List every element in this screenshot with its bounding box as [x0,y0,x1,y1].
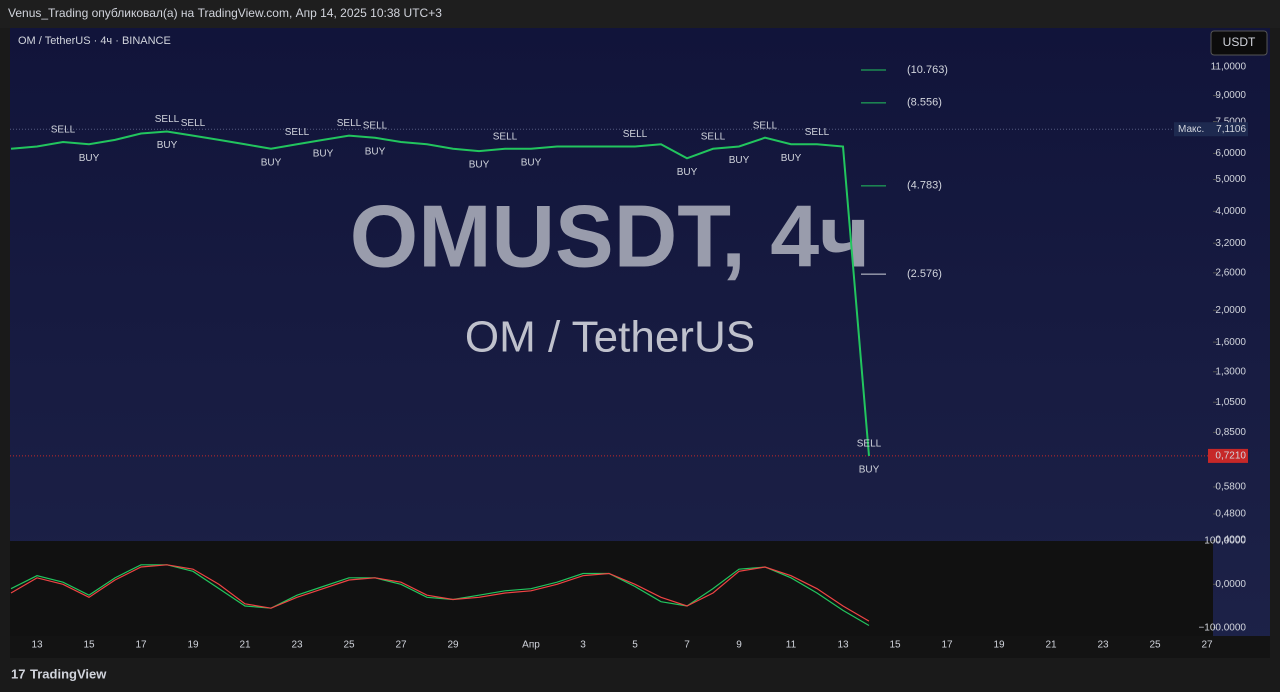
max-value: 7,1106 [1216,124,1246,135]
currency[interactable]: USDT [1223,35,1256,49]
x-tick-label: 23 [291,640,303,651]
signal-label: SELL [701,131,726,142]
x-tick-label: 3 [580,640,586,651]
logo: 17 [11,666,25,681]
y-tick-label: 0,4000 [1215,535,1246,546]
x-tick-label: 23 [1097,640,1109,651]
y-tick-label: 0,5800 [1215,482,1246,493]
x-tick-label: 27 [395,640,407,651]
signal-label: BUY [729,155,750,166]
header: Venus_Trading опубликовал(а) на TradingV… [8,6,442,20]
x-tick-label: 19 [187,640,199,651]
level-label: (2.576) [907,268,942,280]
y-tick-label: 100,0000 [1204,536,1246,547]
x-tick-label: 27 [1201,640,1213,651]
x-tick-label: 15 [889,640,901,651]
oscillator-panel [10,541,1213,636]
price-line [10,130,870,456]
signal-label: SELL [51,125,76,136]
signal-label: BUY [677,167,698,178]
y-tick-label: 4,0000 [1215,206,1246,217]
x-tick-label: Апр [522,640,540,651]
x-tick-label: 11 [786,640,797,651]
signal-label: BUY [157,140,178,151]
y-tick-label: 0,8500 [1215,427,1246,438]
x-tick-label: 19 [993,640,1005,651]
x-tick-label: 13 [837,640,849,651]
x-tick-label: 5 [632,640,638,651]
level-label: (8.556) [907,97,942,109]
signal-label: SELL [181,118,206,129]
currency-button[interactable] [1210,30,1268,56]
y-tick-label: 7,5000 [1215,116,1246,127]
level-label: (4.783) [907,180,942,192]
price-line [10,564,870,622]
x-tick-label: 7 [684,640,690,651]
y-tick-label: 1,3000 [1215,366,1246,377]
signal-label: BUY [79,153,100,164]
signal-label: BUY [521,157,542,168]
signal-label: SELL [363,120,388,131]
x-tick-label: 25 [1149,640,1161,651]
x-tick-label: 17 [941,640,953,651]
y-tick-label: −100.0000 [1198,622,1246,633]
y-tick-label: 11,0000 [1211,62,1247,73]
signal-label: BUY [469,160,490,171]
x-tick-label: 25 [343,640,355,651]
signal-label: SELL [753,120,778,131]
signal-label: BUY [781,153,802,164]
signal-label: SELL [857,439,882,450]
time-axis [10,636,1270,658]
x-tick-label: 15 [83,640,95,651]
signal-label: BUY [313,149,334,160]
symbol: OM / TetherUS · 4ч · BINANCE [18,35,171,47]
x-tick-label: 17 [135,640,147,651]
signal-label: SELL [493,131,518,142]
signal-label: BUY [261,157,282,168]
y-tick-label: 9,0000 [1215,90,1246,101]
signal-label: SELL [285,127,310,138]
signal-label: BUY [365,146,386,157]
signal-label: SELL [337,118,362,129]
y-tick-label: 1,6000 [1215,337,1246,348]
x-tick-label: 21 [239,640,251,651]
y-tick-label: 1,0500 [1215,397,1246,408]
y-tick-label: 5,0000 [1215,174,1246,185]
y-tick-label: 2,6000 [1215,267,1246,278]
last-price-label: 0,7210 [1215,451,1246,462]
x-tick-label: 13 [31,640,43,651]
y-tick-label: 6,0000 [1215,148,1246,159]
signal-label: SELL [623,129,648,140]
footer: TradingView [30,666,107,681]
signal-label: SELL [155,114,180,125]
header-bar [0,0,1280,28]
y-tick-label: 3,2000 [1215,238,1246,249]
y-tick-label: 0,0000 [1215,579,1246,590]
signal-label: SELL [805,127,830,138]
max-box [1174,122,1248,137]
x-tick-label: 29 [447,640,459,651]
max-label: Макс. [1178,124,1204,135]
last-price-box [1208,448,1248,463]
price-line [10,564,870,627]
y-tick-label: 0,4800 [1215,509,1246,520]
signal-label: BUY [859,465,880,476]
watermark: OMUSDT, 4ч [350,186,870,285]
x-tick-label: 21 [1045,640,1057,651]
y-tick-label: 2,0000 [1215,305,1246,316]
footer-bar [0,658,1280,692]
watermark: OM / TetherUS [465,313,755,362]
level-label: (10.763) [907,64,948,76]
x-tick-label: 9 [736,640,742,651]
